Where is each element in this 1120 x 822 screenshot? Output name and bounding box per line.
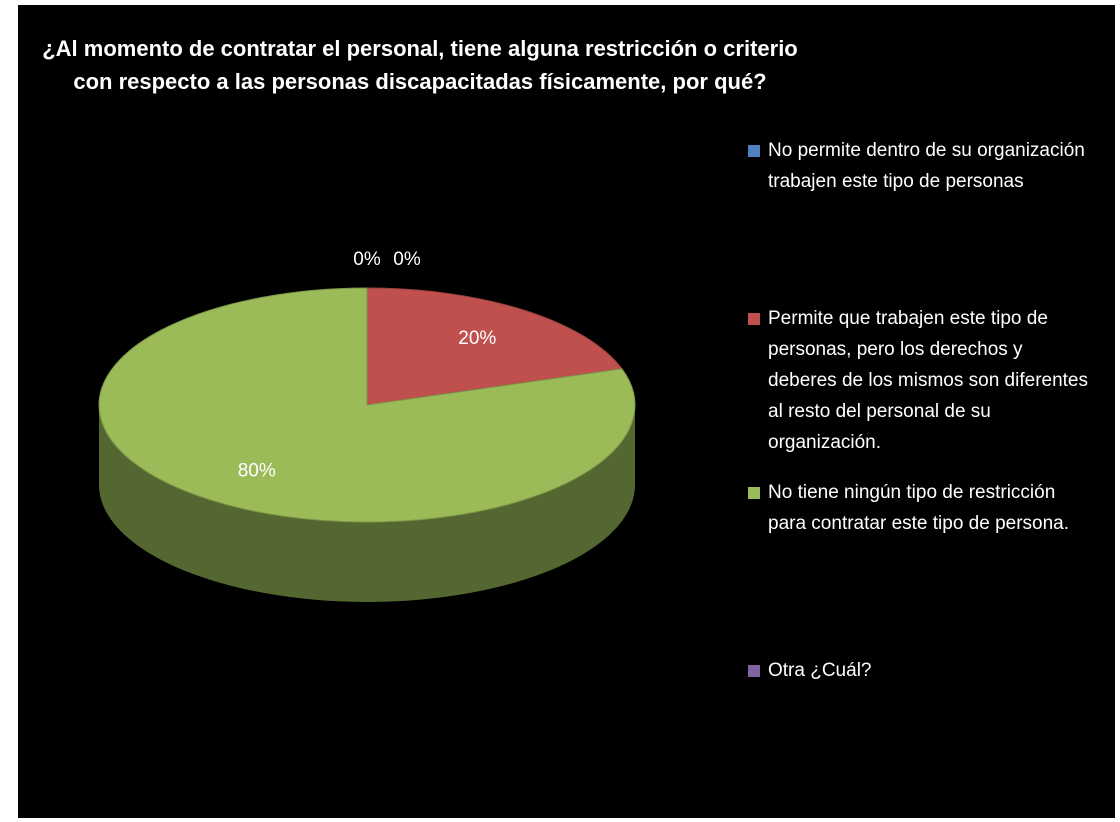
data-label: 0% [393, 249, 421, 270]
legend-label: No permite dentro de su organización tra… [768, 140, 1085, 192]
chart-title: ¿Al momento de contratar el personal, ti… [42, 36, 798, 94]
data-label: 80% [238, 460, 276, 481]
legend-swatch [748, 145, 760, 157]
legend-swatch [748, 487, 760, 499]
legend-swatch [748, 313, 760, 325]
legend-label: Otra ¿Cuál? [768, 660, 872, 681]
legend-item: Otra ¿Cuál? [748, 655, 1088, 686]
legend-label: Permite que trabajen este tipo de person… [768, 308, 1088, 453]
data-label: 20% [458, 328, 496, 349]
legend-label: No tiene ningún tipo de restricción para… [768, 482, 1070, 534]
legend-item: No tiene ningún tipo de restricción para… [748, 477, 1088, 539]
slice [98, 287, 636, 523]
data-label: 0% [353, 249, 381, 270]
legend-swatch [748, 665, 760, 677]
legend-item: No permite dentro de su organización tra… [748, 135, 1088, 197]
slice-side [99, 405, 635, 602]
slice [366, 287, 623, 406]
legend-item: Permite que trabajen este tipo de person… [748, 303, 1088, 458]
